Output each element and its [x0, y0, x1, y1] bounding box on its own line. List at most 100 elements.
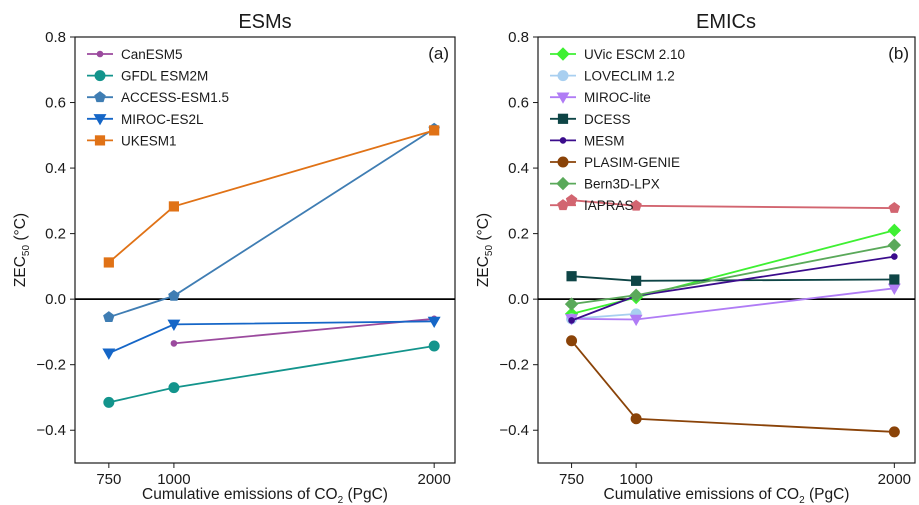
y-axis-label: ZEC50 (°C) — [475, 213, 495, 287]
series-line — [571, 255, 895, 322]
legend-entry: PLASIM-GENIE — [584, 155, 680, 170]
series-line — [108, 129, 435, 264]
series-line — [571, 244, 895, 305]
data-point — [168, 382, 180, 394]
y-tick-label: 0.8 — [45, 29, 66, 46]
legend-entry: GFDL ESM2M — [121, 69, 208, 84]
legend: UVic ESCM 2.10 LOVECLIM 1.2 MIROC-lite DCES… — [550, 47, 685, 213]
data-point — [631, 275, 642, 286]
x-tick-label: 2000 — [878, 471, 911, 488]
legend-marker — [94, 91, 106, 103]
x-tick-label: 1000 — [619, 471, 652, 488]
data-point — [103, 257, 114, 268]
legend-entry: MIROC-ES2L — [121, 112, 204, 127]
series-gfdl-esm2m — [103, 340, 440, 408]
y-tick-label: 0.8 — [508, 29, 529, 46]
data-point — [887, 238, 902, 252]
y-tick-label: 0.4 — [508, 160, 529, 177]
legend-marker — [556, 176, 570, 191]
y-tick-label: 0.0 — [45, 291, 66, 308]
series-line — [570, 340, 895, 433]
series-iapras — [565, 194, 901, 213]
series-miroc-lite — [565, 283, 901, 327]
legend-marker — [96, 50, 104, 58]
legend-marker — [559, 137, 567, 144]
data-point — [566, 271, 577, 282]
legend-marker — [557, 113, 569, 124]
y-tick-label: 0.2 — [45, 226, 66, 243]
series-plasim-genie — [566, 335, 900, 438]
data-point — [167, 319, 181, 331]
data-point — [889, 274, 900, 285]
y-tick-label: −0.4 — [499, 422, 529, 439]
legend-marker — [557, 199, 569, 211]
x-tick-label: 750 — [559, 471, 584, 488]
data-point — [102, 348, 116, 360]
x-tick-label: 2000 — [417, 471, 450, 488]
data-point — [566, 335, 578, 347]
series-mesm — [568, 253, 898, 324]
legend: CanESM5 GFDL ESM2M ACCESS-ESM1.5 MIROC-ES2L… — [87, 47, 229, 148]
data-point — [629, 288, 643, 302]
legend-entry: IAPRAS — [584, 198, 634, 213]
y-tick-label: −0.4 — [36, 422, 66, 439]
legend-entry: Bern3D-LPX — [584, 177, 660, 192]
series-line — [173, 317, 435, 345]
y-tick-label: 0.0 — [508, 291, 529, 308]
chart-title: EMICs — [696, 11, 756, 33]
y-tick-label: 0.6 — [508, 95, 529, 112]
plot-frame — [537, 36, 916, 464]
legend-marker — [557, 156, 569, 168]
data-point — [629, 314, 643, 327]
y-tick-label: 0.2 — [508, 226, 529, 243]
legend-marker — [94, 70, 106, 82]
chart-title: ESMs — [238, 11, 291, 33]
legend-entry: UVic ESCM 2.10 — [584, 47, 685, 62]
y-tick-label: 0.4 — [45, 160, 66, 177]
plot-frame — [74, 36, 456, 464]
data-point — [568, 317, 575, 324]
panel-label: (b) — [888, 44, 909, 63]
data-point — [427, 316, 441, 329]
esm-panel: ESMs −0.4 −0.2 0.0 0.2 0.4 0.6 0.8 750 1000 2000 Cu… — [12, 11, 456, 505]
data-point — [428, 340, 440, 352]
series-line — [108, 320, 435, 355]
series-ukesm1 — [103, 125, 440, 268]
data-point — [103, 311, 115, 323]
data-point — [429, 125, 440, 136]
legend-entry: CanESM5 — [121, 47, 183, 62]
legend-entry: LOVECLIM 1.2 — [584, 69, 675, 84]
legend-entry: MESM — [584, 133, 625, 148]
series-uvic-escm-2-10 — [564, 223, 902, 321]
legend-marker — [556, 92, 570, 104]
y-tick-label: −0.2 — [36, 357, 66, 374]
series-line — [108, 345, 435, 404]
x-tick-label: 750 — [96, 471, 121, 488]
data-point — [170, 340, 178, 347]
series-dcess — [566, 271, 900, 286]
emic-panel: EMICs −0.4 −0.2 0.0 0.2 0.4 0.6 0.8 750 1000 2000 C… — [475, 11, 916, 505]
y-tick-label: 0.6 — [45, 95, 66, 112]
data-point — [891, 253, 898, 260]
data-point — [630, 199, 642, 211]
data-point — [168, 289, 180, 301]
series-line — [571, 313, 637, 320]
legend-marker — [93, 114, 107, 126]
series-loveclim-1-2 — [566, 308, 642, 325]
legend-marker — [557, 70, 569, 82]
legend-entry: UKESM1 — [121, 133, 177, 148]
legend-entry: ACCESS-ESM1.5 — [121, 90, 229, 105]
data-point — [630, 413, 642, 425]
y-axis-label: ZEC50 (°C) — [12, 213, 32, 287]
panel-label: (a) — [428, 44, 449, 63]
legend-marker — [556, 47, 570, 61]
series-miroc-es2l — [102, 316, 441, 360]
x-axis-label: Cumulative emissions of CO2 (PgC) — [604, 486, 850, 505]
x-tick-label: 1000 — [157, 471, 190, 488]
series-canesm5 — [170, 315, 438, 347]
legend-entry: MIROC-lite — [584, 90, 651, 105]
y-tick-label: −0.2 — [499, 357, 529, 374]
data-point — [103, 396, 115, 408]
x-axis-label: Cumulative emissions of CO2 (PgC) — [142, 486, 388, 505]
